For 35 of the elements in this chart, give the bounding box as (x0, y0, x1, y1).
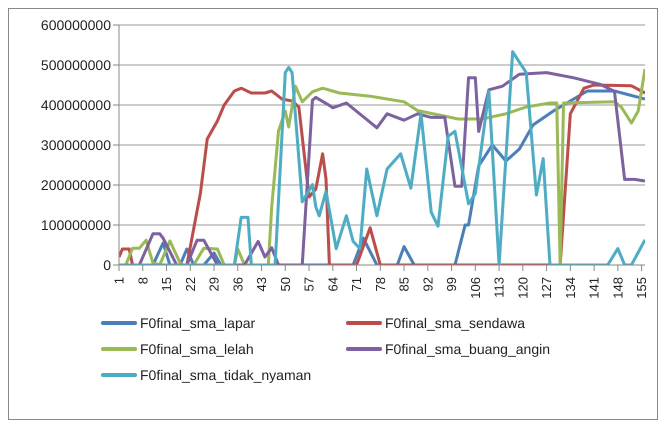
y-tick-label: 200000000 (40, 176, 112, 193)
legend-label: F0final_sma_lapar (140, 315, 256, 331)
x-tick-label: 1 (112, 277, 126, 284)
x-tick-label: 120 (515, 277, 530, 299)
x-tick-label: 113 (492, 277, 507, 298)
x-tick-label: 127 (539, 277, 554, 299)
x-tick-label: 50 (278, 277, 293, 292)
legend-label: F0final_sma_sendawa (385, 315, 526, 331)
legend-label: F0final_sma_tidak_nyaman (140, 367, 312, 383)
legend-label: F0final_sma_buang_angin (385, 341, 550, 357)
x-tick-label: 36 (230, 277, 246, 292)
x-tick-label: 15 (159, 277, 174, 292)
x-tick-label: 99 (444, 277, 460, 292)
legend-label: F0final_sma_lelah (140, 341, 254, 357)
y-tick-label: 300000000 (40, 136, 112, 153)
y-tick-label: 400000000 (40, 96, 112, 113)
y-tick-label: 600000000 (40, 16, 112, 33)
y-tick-label: 500000000 (40, 56, 112, 73)
x-tick-label: 106 (468, 277, 483, 299)
x-tick-label: 64 (325, 277, 340, 292)
x-tick-label: 141 (586, 277, 602, 299)
x-tick-label: 78 (372, 277, 388, 292)
x-tick-label: 29 (206, 277, 222, 292)
x-tick-label: 71 (349, 277, 364, 292)
y-tick-label: 100000000 (40, 216, 112, 233)
x-tick-label: 92 (420, 277, 436, 292)
x-tick-label: 43 (254, 277, 270, 292)
x-tick-label: 148 (610, 277, 626, 299)
x-tick-label: 57 (302, 277, 317, 292)
x-tick-label: 155 (634, 277, 650, 299)
x-tick-label: 134 (562, 277, 578, 299)
y-tick-label: 0 (103, 256, 112, 273)
x-tick-label: 85 (396, 277, 412, 292)
x-tick-label: 22 (182, 277, 198, 292)
x-tick-label: 8 (135, 277, 150, 284)
